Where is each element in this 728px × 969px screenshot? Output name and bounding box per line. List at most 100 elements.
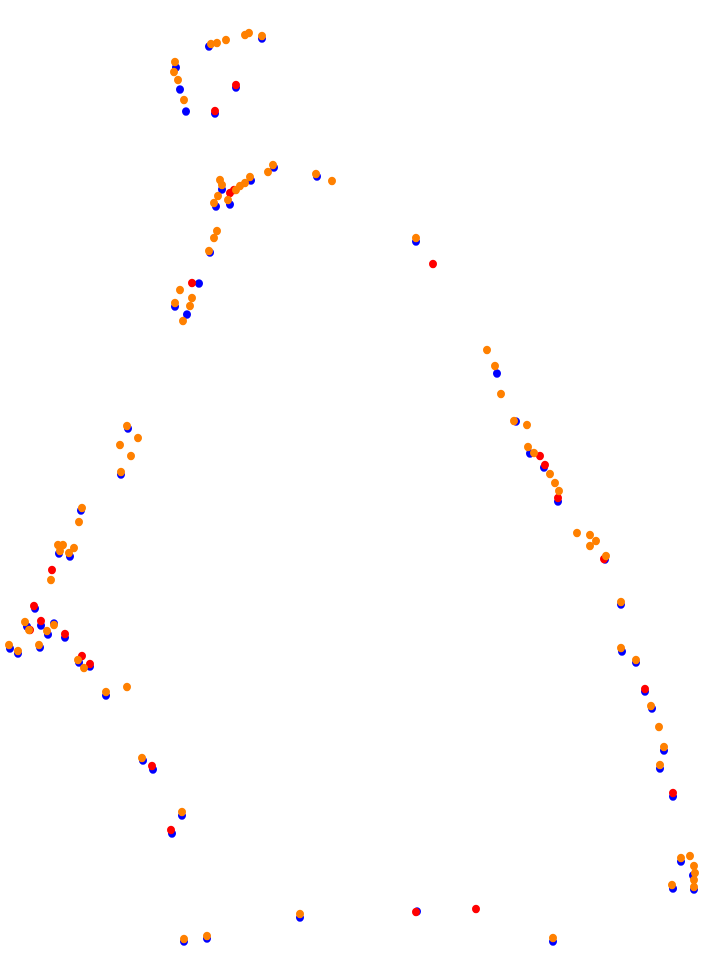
data-point xyxy=(312,169,320,179)
data-point xyxy=(171,298,179,308)
data-point xyxy=(536,451,544,461)
data-point xyxy=(641,684,649,694)
data-point xyxy=(138,753,146,763)
data-point xyxy=(530,448,538,458)
data-point xyxy=(213,226,221,236)
data-point xyxy=(269,160,277,170)
data-point xyxy=(412,907,420,917)
data-point xyxy=(573,528,581,538)
data-point xyxy=(232,80,240,90)
data-point xyxy=(690,882,698,892)
data-point xyxy=(218,180,226,190)
data-point xyxy=(660,742,668,752)
data-point xyxy=(50,620,58,630)
data-point xyxy=(258,31,266,41)
data-point xyxy=(523,420,531,430)
data-point xyxy=(210,233,218,243)
data-point xyxy=(148,761,156,771)
data-point xyxy=(75,517,83,527)
data-point xyxy=(264,167,272,177)
data-point xyxy=(5,640,13,650)
data-point xyxy=(617,597,625,607)
data-point xyxy=(668,880,676,890)
data-point xyxy=(586,541,594,551)
data-point xyxy=(546,469,554,479)
data-point xyxy=(176,285,184,295)
data-point xyxy=(690,875,698,885)
data-point xyxy=(647,701,655,711)
data-point xyxy=(429,259,437,269)
data-point xyxy=(222,35,230,45)
data-point xyxy=(541,460,549,470)
data-point xyxy=(241,178,249,188)
data-point xyxy=(207,39,215,49)
data-point xyxy=(178,807,186,817)
data-point xyxy=(328,176,336,186)
data-point xyxy=(203,931,211,941)
data-point xyxy=(483,345,491,355)
data-point xyxy=(179,316,187,326)
data-point xyxy=(493,369,501,378)
data-point xyxy=(510,416,518,426)
data-point xyxy=(180,934,188,944)
data-point xyxy=(188,293,196,303)
data-point xyxy=(592,536,600,546)
data-point xyxy=(555,486,563,496)
data-point xyxy=(186,301,194,311)
data-point xyxy=(56,546,64,556)
data-point xyxy=(491,361,499,371)
data-point xyxy=(214,191,222,201)
data-point xyxy=(656,760,664,770)
data-point xyxy=(182,107,190,116)
data-point xyxy=(134,433,142,443)
data-point xyxy=(14,646,22,656)
series-2 xyxy=(5,28,699,944)
data-point xyxy=(412,233,420,243)
data-point xyxy=(176,85,184,94)
data-point xyxy=(195,279,203,288)
data-point xyxy=(80,663,88,673)
data-point xyxy=(174,75,182,85)
data-point xyxy=(21,617,29,627)
data-point xyxy=(690,861,698,871)
data-point xyxy=(188,278,196,288)
data-point xyxy=(691,868,699,878)
data-point xyxy=(211,106,219,116)
data-point xyxy=(497,389,505,399)
data-point xyxy=(245,28,253,38)
data-point xyxy=(677,853,685,863)
data-point xyxy=(224,195,232,205)
data-point xyxy=(116,440,124,450)
data-point xyxy=(61,629,69,639)
data-point xyxy=(47,575,55,585)
series-0 xyxy=(6,34,698,946)
data-point xyxy=(669,788,677,798)
data-point xyxy=(117,467,125,477)
data-point xyxy=(48,565,56,575)
data-point xyxy=(686,851,694,861)
data-point xyxy=(102,687,110,697)
data-point xyxy=(180,95,188,105)
data-point xyxy=(210,198,218,208)
data-point xyxy=(586,530,594,540)
data-point xyxy=(554,493,562,503)
data-point xyxy=(183,310,191,319)
data-point xyxy=(551,478,559,488)
data-point xyxy=(213,38,221,48)
data-point xyxy=(78,503,86,513)
data-point xyxy=(25,625,33,635)
data-point xyxy=(171,57,179,67)
data-point xyxy=(524,442,532,452)
data-point xyxy=(74,655,82,665)
data-point xyxy=(37,616,45,626)
data-point xyxy=(655,722,663,732)
data-point xyxy=(86,659,94,669)
data-point xyxy=(549,933,557,943)
data-point xyxy=(205,246,213,256)
data-point xyxy=(123,682,131,692)
data-point xyxy=(35,640,43,650)
data-point xyxy=(70,543,78,553)
data-point xyxy=(127,451,135,461)
